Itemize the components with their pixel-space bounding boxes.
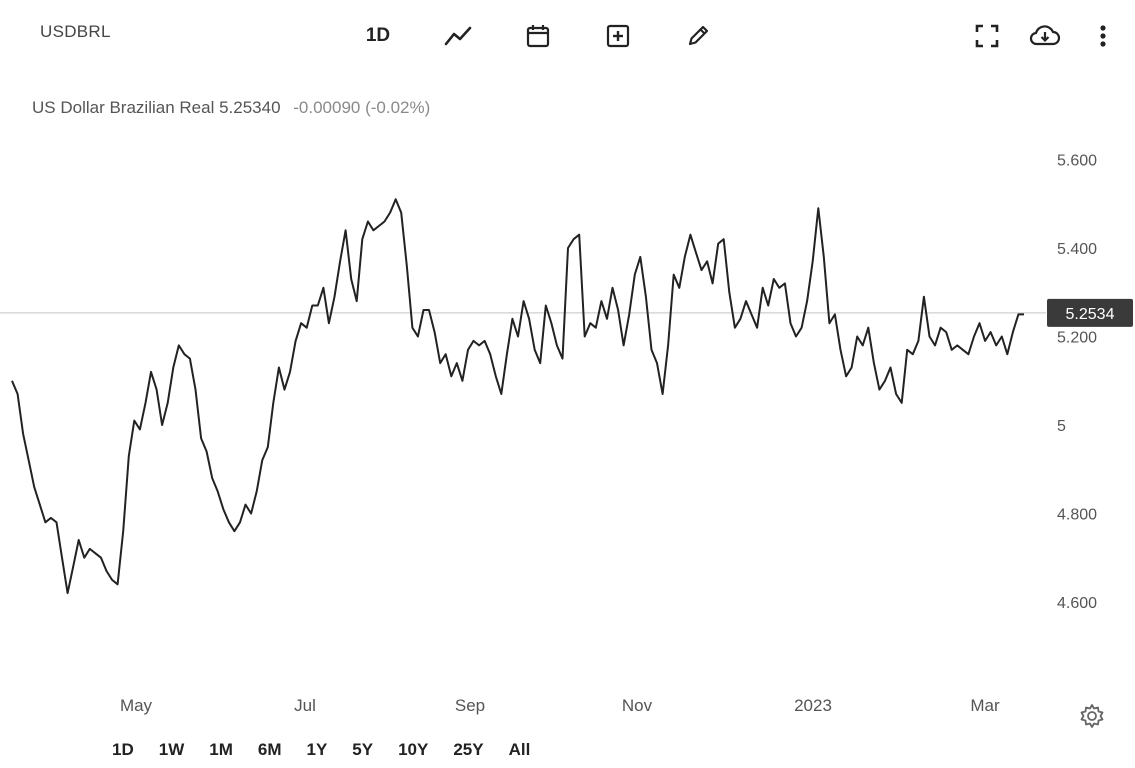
fullscreen-icon bbox=[975, 24, 999, 48]
last-price-badge-text: 5.2534 bbox=[1066, 306, 1115, 323]
range-25y[interactable]: 25Y bbox=[453, 740, 484, 759]
fullscreen-button[interactable] bbox=[969, 18, 1005, 54]
range-1d[interactable]: 1D bbox=[112, 740, 134, 759]
y-tick-label: 5 bbox=[1057, 418, 1066, 435]
range-10y[interactable]: 10Y bbox=[398, 740, 429, 759]
chart-type-button[interactable] bbox=[440, 18, 476, 54]
draw-pencil-icon bbox=[688, 25, 709, 46]
last-price-badge-bg bbox=[1047, 298, 1133, 327]
range-5y[interactable]: 5Y bbox=[352, 740, 374, 759]
add-indicator-button[interactable] bbox=[600, 18, 636, 54]
x-tick-label: Sep bbox=[455, 696, 485, 715]
date-range-button[interactable] bbox=[520, 18, 556, 54]
y-tick-label: 5.600 bbox=[1057, 153, 1097, 170]
symbol-label: USDBRL bbox=[40, 22, 111, 41]
range-1m[interactable]: 1M bbox=[209, 740, 233, 759]
download-button[interactable] bbox=[1027, 18, 1063, 54]
y-tick-label: 5.200 bbox=[1057, 330, 1097, 347]
chart-settings-button[interactable] bbox=[1078, 702, 1106, 730]
range-1y[interactable]: 1Y bbox=[306, 740, 328, 759]
x-tick-label: 2023 bbox=[794, 696, 832, 715]
more-vertical-icon bbox=[1100, 25, 1106, 47]
calendar-icon bbox=[526, 25, 550, 48]
series-line bbox=[11, 198, 1024, 595]
range-all[interactable]: All bbox=[508, 740, 531, 759]
y-tick-label: 4.600 bbox=[1057, 595, 1097, 612]
range-selector: 1D 1W 1M 6M 1Y 5Y 10Y 25Y All bbox=[112, 740, 555, 760]
range-6m[interactable]: 6M bbox=[257, 740, 282, 759]
x-tick-label: May bbox=[120, 696, 153, 715]
line-chart-icon bbox=[444, 26, 472, 46]
y-tick-label: 4.800 bbox=[1057, 507, 1097, 524]
quote-line: US Dollar Brazilian Real 5.25340 -0.0009… bbox=[32, 98, 430, 118]
y-axis: 5.600 5.400 5.200 5 4.800 4.600 bbox=[1057, 153, 1097, 613]
y-tick-label: 5.400 bbox=[1057, 241, 1097, 258]
x-tick-label: Jul bbox=[294, 696, 316, 715]
cloud-download-icon bbox=[1029, 25, 1061, 46]
x-tick-label: Mar bbox=[970, 696, 1000, 715]
gear-icon bbox=[1080, 704, 1104, 728]
last-price: 5.25340 bbox=[219, 98, 281, 117]
interval-button[interactable]: 1D bbox=[365, 25, 391, 46]
add-indicator-icon bbox=[606, 24, 630, 48]
x-axis: May Jul Sep Nov 2023 Mar bbox=[120, 696, 1000, 715]
draw-button[interactable] bbox=[680, 18, 716, 54]
price-change: -0.00090 (-0.02%) bbox=[293, 98, 431, 117]
chart-right-tools bbox=[947, 18, 1121, 54]
instrument-name: US Dollar Brazilian Real bbox=[32, 98, 215, 117]
range-1w[interactable]: 1W bbox=[158, 740, 185, 759]
chart-toolbar: 1D bbox=[360, 18, 760, 54]
x-tick-label: Nov bbox=[622, 696, 653, 715]
last-price-badge: 5.2534 bbox=[1047, 298, 1133, 327]
more-options-button[interactable] bbox=[1085, 18, 1121, 54]
